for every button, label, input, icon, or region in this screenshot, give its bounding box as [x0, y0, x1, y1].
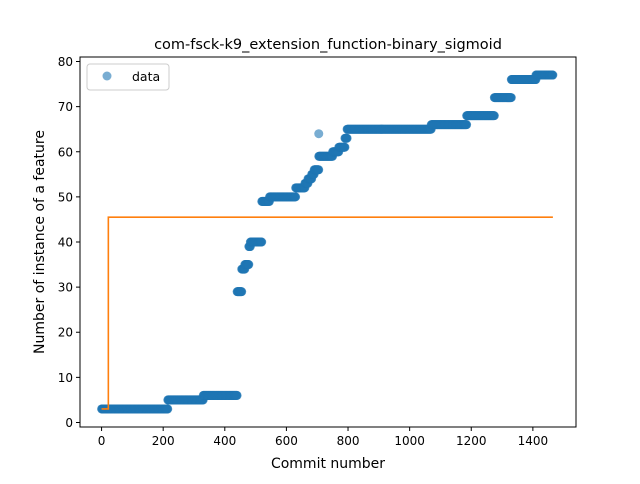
chart-title: com-fsck-k9_extension_function-binary_si… [154, 37, 502, 53]
data-point [548, 70, 558, 80]
data-point [342, 133, 352, 143]
y-tick-label: 0 [65, 416, 73, 430]
x-tick-label: 1000 [394, 434, 425, 448]
x-tick-label: 1400 [518, 434, 549, 448]
x-axis-label: Commit number [271, 456, 385, 472]
y-tick-label: 50 [58, 190, 73, 204]
data-point [244, 260, 254, 270]
data-point [314, 165, 324, 175]
fit-line-path [101, 216, 553, 410]
data-points [97, 70, 558, 414]
data-point [257, 237, 267, 247]
data-point [163, 404, 173, 414]
y-tick-label: 10 [58, 371, 73, 385]
data-point [506, 93, 516, 103]
x-axis-ticks: 0 200 400 600 800 1000 1200 1400 [98, 427, 548, 448]
data-point [237, 287, 247, 297]
data-point [314, 129, 324, 139]
y-tick-label: 30 [58, 281, 73, 295]
x-tick-label: 200 [152, 434, 175, 448]
x-tick-label: 0 [98, 434, 106, 448]
data-point [489, 111, 499, 121]
y-tick-label: 60 [58, 145, 73, 159]
legend-box [86, 63, 170, 91]
y-tick-label: 80 [58, 55, 73, 69]
legend-label-data: data [132, 69, 160, 84]
plot-area [97, 70, 558, 414]
fit-line [101, 216, 553, 410]
x-tick-label: 1200 [456, 434, 487, 448]
x-tick-label: 800 [337, 434, 360, 448]
legend: data [86, 63, 170, 91]
data-point [462, 120, 472, 130]
data-point [291, 192, 301, 202]
data-point [232, 390, 242, 400]
legend-marker-data [102, 71, 112, 81]
x-tick-label: 400 [213, 434, 236, 448]
y-axis-ticks: 0 10 20 30 40 50 60 70 80 [58, 55, 80, 430]
y-axis-label: Number of instance of a feature [32, 130, 48, 354]
y-tick-label: 40 [58, 236, 73, 250]
data-point [340, 142, 350, 152]
y-tick-label: 20 [58, 326, 73, 340]
x-tick-label: 600 [275, 434, 298, 448]
y-tick-label: 70 [58, 100, 73, 114]
